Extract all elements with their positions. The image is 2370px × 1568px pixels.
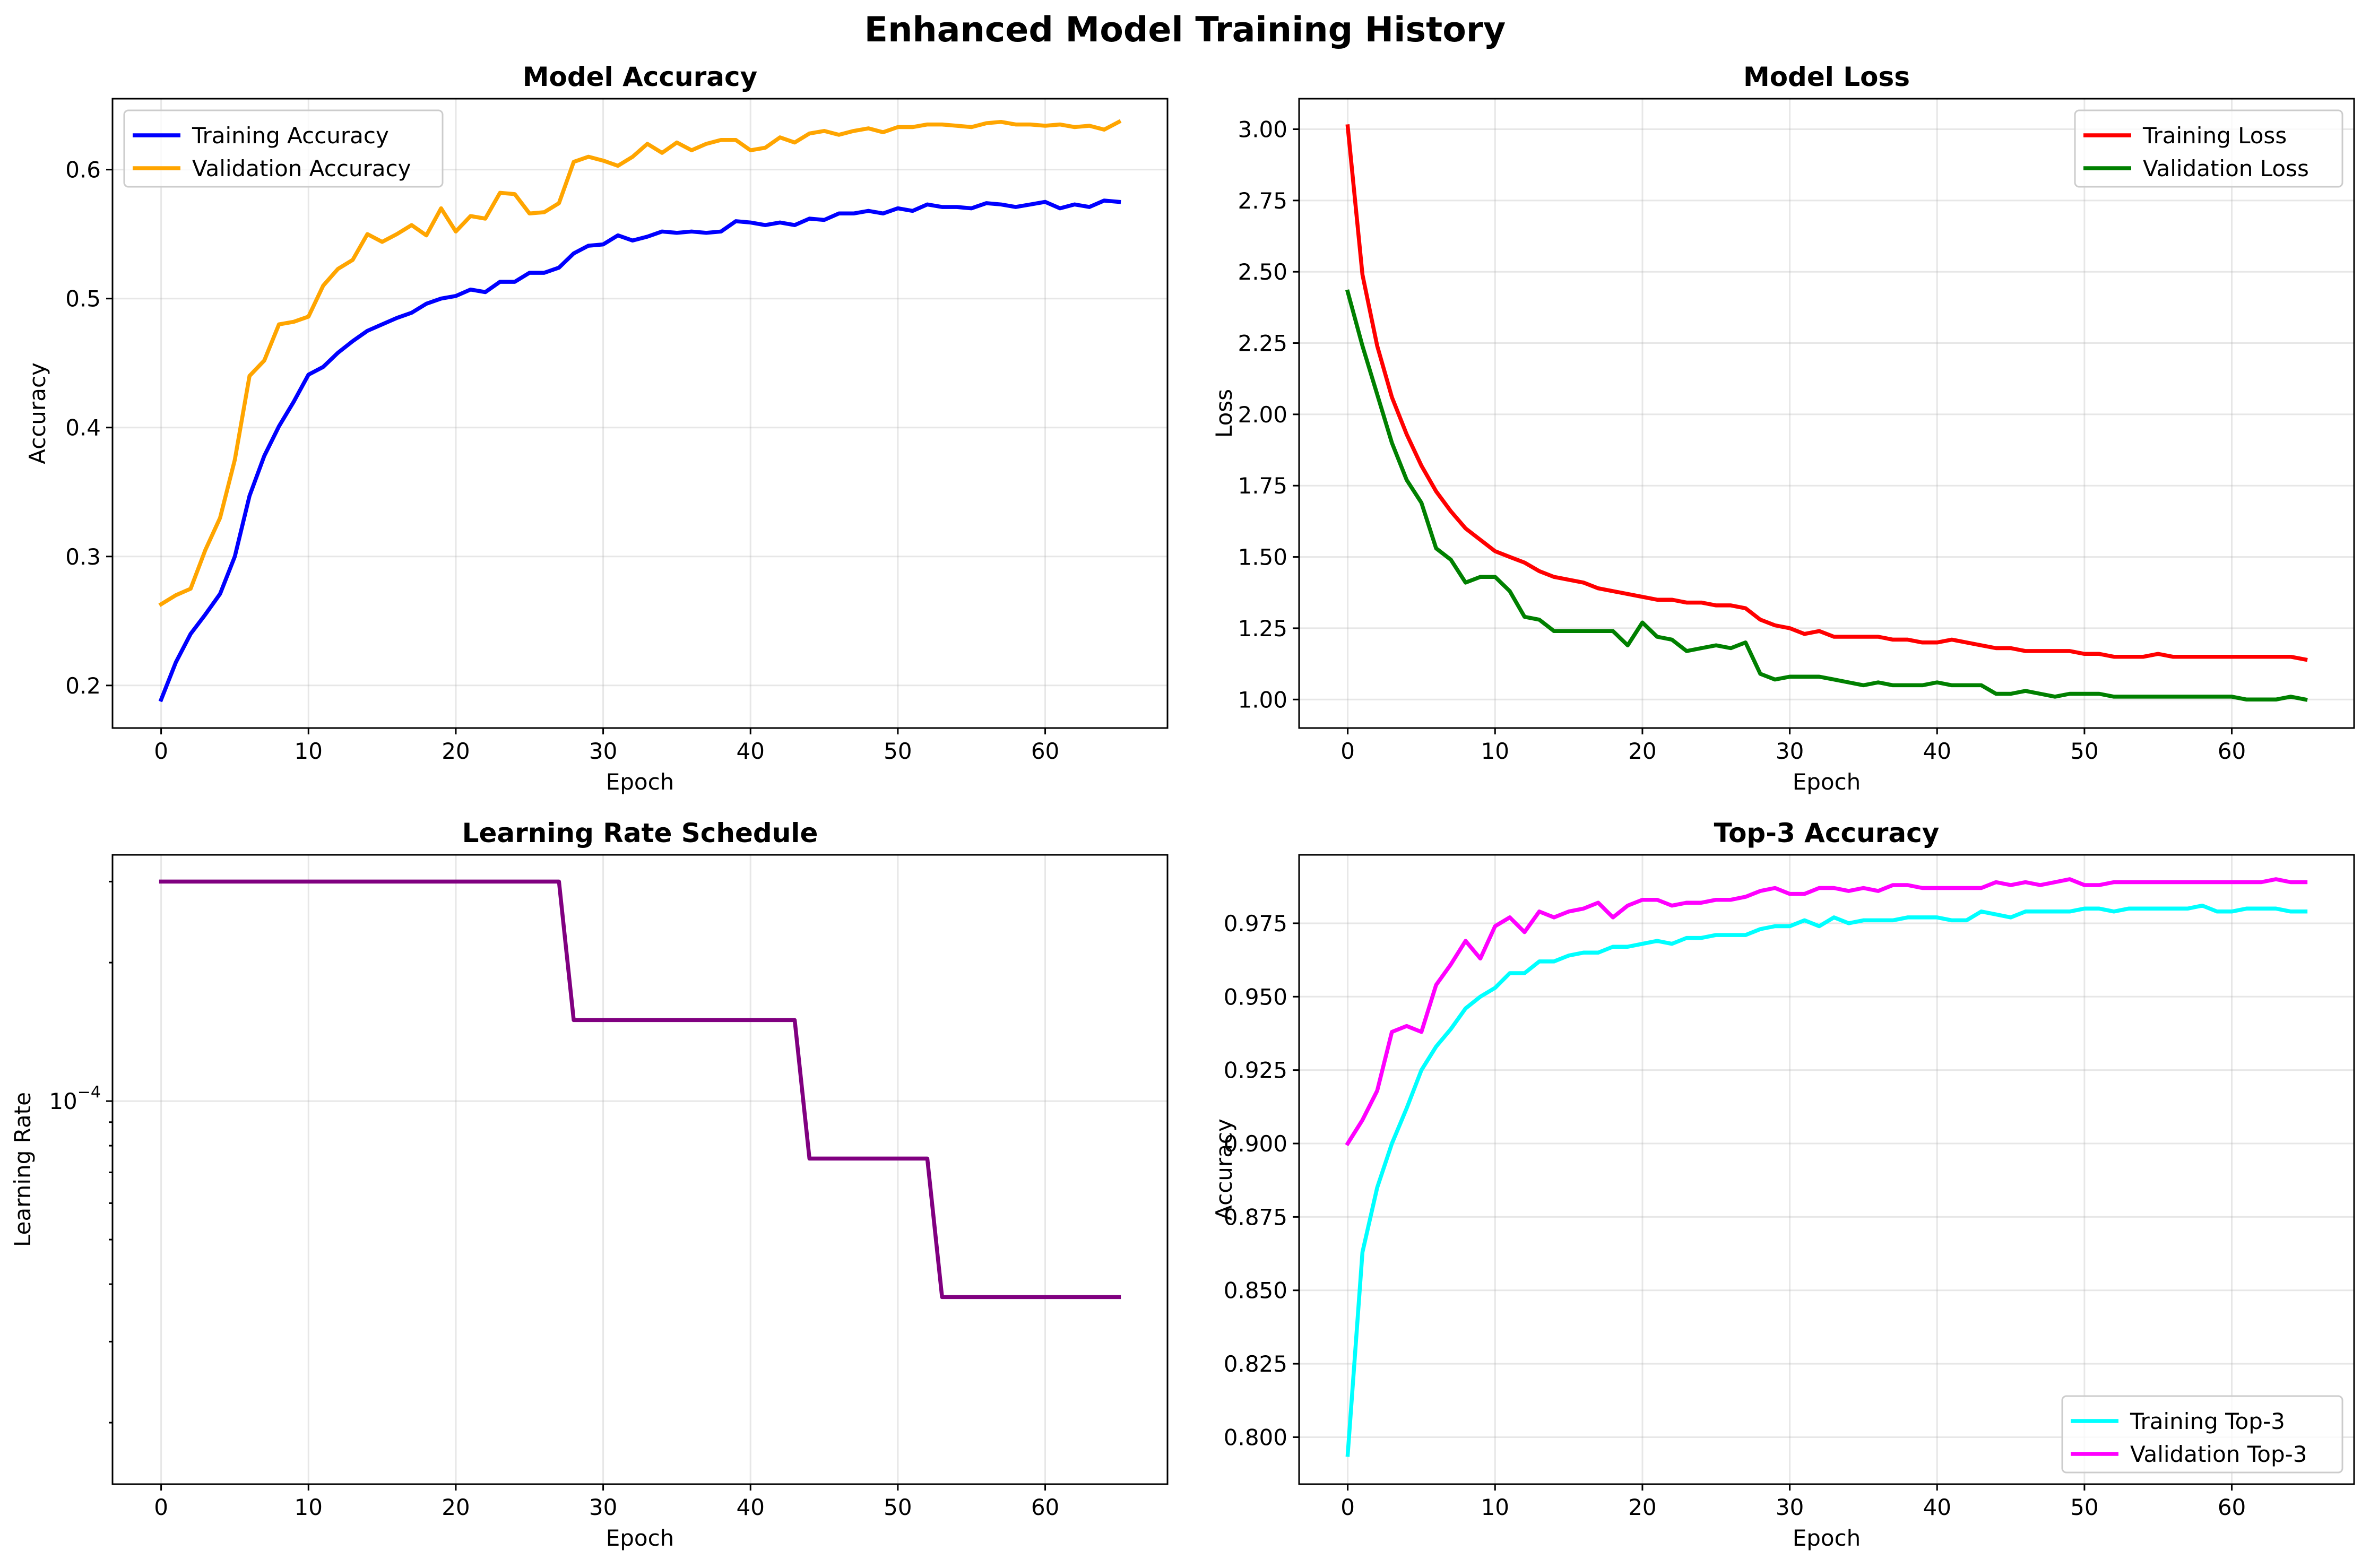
legend: Training Loss Validation Loss [2074, 109, 2343, 188]
legend-label: Validation Accuracy [192, 155, 411, 181]
x-tick-label: 50 [2070, 1494, 2098, 1520]
y-tick-label: 0.900 [1224, 1131, 1287, 1157]
y-tick-label: 2.50 [1238, 259, 1287, 285]
x-tick-label: 0 [1340, 1494, 1355, 1520]
x-tick-label: 0 [1340, 738, 1355, 764]
x-tick-label: 60 [2218, 738, 2246, 764]
y-tick-label: 0.4 [65, 415, 101, 441]
y-tick-label: 1.00 [1238, 687, 1287, 713]
y-tick-label: 2.25 [1238, 331, 1287, 357]
y-tick-label: 10−4 [49, 1083, 101, 1114]
y-axis-label: Learning Rate [10, 1092, 36, 1247]
legend-label: Training Loss [2142, 123, 2287, 149]
y-tick-label: 0.5 [65, 286, 101, 312]
chart-title: Learning Rate Schedule [462, 818, 818, 848]
y-tick-label: 0.925 [1224, 1058, 1287, 1084]
x-tick-label: 10 [1481, 1494, 1509, 1520]
axes-frame [1298, 98, 2355, 729]
x-axis-label: Epoch [1793, 1525, 1861, 1551]
x-tick-label: 40 [737, 738, 765, 764]
chart-panel-accuracy: 0 10 20 30 40 50 60 0.2 0.3 0.4 0.5 0.6 Model Accura… [24, 62, 1169, 795]
y-axis-label: Accuracy [24, 362, 50, 464]
y-tick-label: 1.75 [1238, 473, 1287, 499]
x-tick-label: 10 [1481, 738, 1509, 764]
x-tick-label: 0 [154, 1494, 168, 1520]
chart-title: Model Loss [1743, 62, 1910, 92]
legend: Training Accuracy Validation Accuracy [123, 109, 444, 188]
x-tick-label: 40 [1923, 1494, 1951, 1520]
axes-frame [111, 98, 1169, 729]
x-tick-label: 50 [884, 1494, 912, 1520]
chart-title: Top-3 Accuracy [1714, 818, 1940, 848]
legend-box [2061, 1395, 2343, 1474]
y-tick-label: 1.50 [1238, 544, 1287, 570]
x-tick-label: 10 [295, 738, 323, 764]
series-line-top3-0 [1345, 903, 2308, 1457]
x-tick-label: 20 [1628, 1494, 1656, 1520]
y-tick-label: 2.00 [1238, 402, 1287, 428]
series-line-loss-0 [1345, 124, 2308, 662]
x-tick-label: 60 [2218, 1494, 2246, 1520]
x-axis-label: Epoch [1793, 769, 1861, 795]
chart-panel-top3: 0 10 20 30 40 50 60 0.800 0.825 0.850 0.875 0.900 0.… [1211, 818, 2355, 1551]
x-tick-label: 0 [154, 738, 168, 764]
y-tick-label: 3.00 [1238, 116, 1287, 142]
x-tick-label: 40 [1923, 738, 1951, 764]
x-tick-label: 30 [1776, 1494, 1804, 1520]
axes-frame [111, 854, 1169, 1485]
y-tick-label: 2.75 [1238, 188, 1287, 214]
legend-label: Training Accuracy [192, 123, 389, 149]
series-line-lr-0 [159, 879, 1121, 1300]
y-tick-label: 0.950 [1224, 984, 1287, 1010]
y-tick-label: 0.875 [1224, 1204, 1287, 1230]
y-tick-exponent: −4 [77, 1083, 101, 1102]
y-axis-label: Loss [1211, 389, 1237, 438]
series-line-loss-1 [1345, 289, 2308, 702]
y-axis-label: Accuracy [1211, 1119, 1237, 1220]
legend-label: Validation Loss [2143, 155, 2309, 181]
x-tick-label: 50 [884, 738, 912, 764]
x-tick-label: 10 [295, 1494, 323, 1520]
x-tick-label: 20 [442, 738, 470, 764]
x-tick-label: 20 [442, 1494, 470, 1520]
legend-label: Training Top-3 [2130, 1408, 2285, 1434]
y-tick-label: 0.6 [65, 157, 101, 183]
x-tick-label: 40 [737, 1494, 765, 1520]
series-line-accuracy-1 [158, 119, 1122, 607]
y-tick-label: 0.2 [65, 673, 101, 699]
legend-box [123, 109, 444, 188]
chart-panel-loss: 0 10 20 30 40 50 60 1.00 1.25 1.50 1.75 2.00 2.25 2.5… [1211, 62, 2355, 795]
chart-panel-lr: 0 10 20 30 40 50 60 10−4 Learning Rate Schedule E… [10, 818, 1169, 1551]
legend-label: Validation Top-3 [2130, 1441, 2307, 1467]
figure-suptitle: Enhanced Model Training History [864, 10, 1506, 50]
series-line-top3-1 [1345, 877, 2308, 1147]
axes-frame [1298, 854, 2355, 1485]
x-tick-label: 60 [1031, 1494, 1059, 1520]
legend: Training Top-3 Validation Top-3 [2061, 1395, 2343, 1474]
y-tick-label: 0.825 [1224, 1351, 1287, 1377]
y-tick-label: 0.800 [1224, 1424, 1287, 1450]
x-tick-label: 20 [1628, 738, 1656, 764]
series-line-accuracy-0 [158, 198, 1121, 703]
x-axis-label: Epoch [606, 769, 674, 795]
x-tick-label: 50 [2070, 738, 2098, 764]
y-tick-label: 0.3 [65, 544, 101, 570]
x-tick-label: 60 [1031, 738, 1059, 764]
x-tick-label: 30 [1776, 738, 1804, 764]
legend-box [2074, 109, 2343, 188]
x-tick-label: 30 [589, 738, 617, 764]
chart-title: Model Accuracy [523, 62, 758, 92]
x-axis-label: Epoch [606, 1525, 674, 1551]
x-tick-label: 30 [589, 1494, 617, 1520]
y-tick-label: 1.25 [1238, 616, 1287, 642]
y-tick-label: 0.850 [1224, 1278, 1287, 1304]
y-tick-label: 0.975 [1224, 911, 1287, 937]
